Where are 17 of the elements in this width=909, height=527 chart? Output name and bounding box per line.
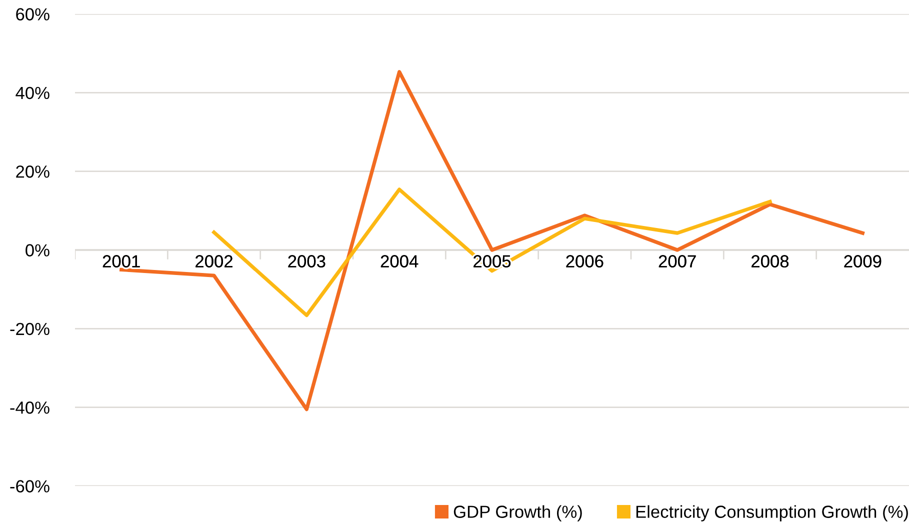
x-tick-label: 2007 <box>658 255 696 268</box>
y-tick-label: 40% <box>16 86 50 100</box>
x-tick-label: 2003 <box>288 255 326 268</box>
x-tick-label: 2009 <box>844 255 882 268</box>
x-tick-label: 2002 <box>196 255 232 268</box>
x-tick-label: 2008 <box>752 255 789 268</box>
y-tick-label: -60% <box>10 480 50 492</box>
legend-label: Electricity Consumption Growth (%) <box>636 505 908 522</box>
legend-label: GDP Growth (%) <box>454 505 582 522</box>
y-tick-label: -20% <box>10 322 50 336</box>
x-tick-label: 2006 <box>566 255 604 268</box>
y-tick-label: 0% <box>26 244 50 256</box>
y-tick-label: 60% <box>16 8 50 20</box>
x-tick-label: 2004 <box>380 255 418 268</box>
y-tick-label: 20% <box>16 166 50 178</box>
x-tick-label: 2001 <box>102 255 140 268</box>
y-tick-label: -40% <box>10 402 50 414</box>
